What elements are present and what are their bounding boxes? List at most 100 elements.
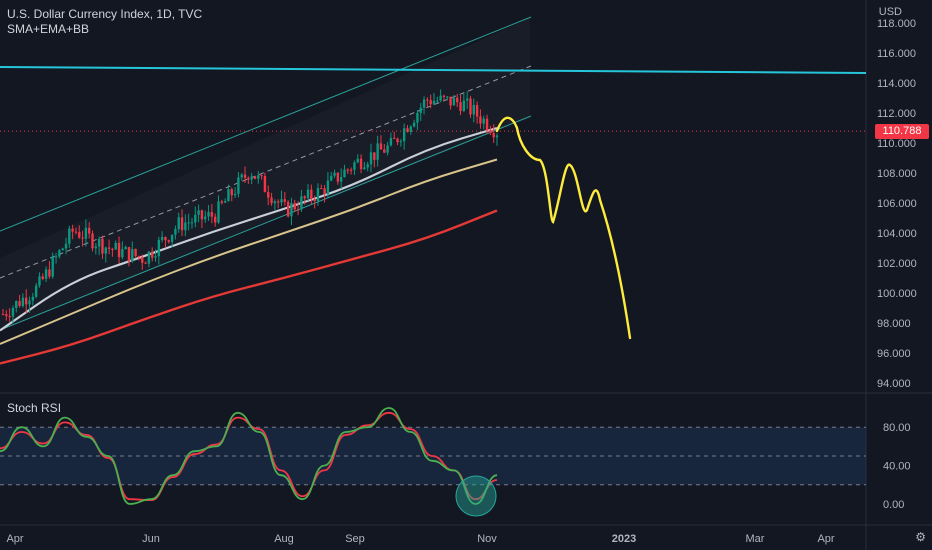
candle-body	[363, 167, 366, 170]
candle-body	[432, 100, 436, 105]
candle-body	[230, 189, 233, 196]
price-tick-label: 102.000	[877, 258, 917, 270]
time-tick-label: Jun	[142, 533, 160, 545]
candle-body	[369, 152, 373, 165]
candle-body	[84, 227, 88, 239]
candle-body	[416, 112, 419, 123]
candle-body	[38, 276, 41, 286]
candle-body	[180, 217, 184, 231]
candle-body	[276, 201, 280, 203]
candle-body	[157, 239, 161, 257]
gear-icon[interactable]: ⚙	[915, 530, 926, 544]
candle-body	[233, 193, 237, 196]
candle-body	[250, 176, 253, 180]
candle-body	[396, 138, 399, 143]
bb-basis-line	[0, 126, 498, 332]
time-tick-label: 2023	[612, 533, 636, 545]
candle-body	[167, 240, 170, 242]
candle-body	[479, 116, 482, 124]
candle-body	[456, 97, 459, 103]
candle-body	[439, 95, 442, 101]
candle-body	[111, 248, 114, 250]
candle-body	[389, 138, 393, 146]
candle-body	[174, 229, 177, 235]
candle-body	[313, 199, 316, 202]
candle-body	[283, 199, 287, 202]
candle-body	[217, 201, 220, 223]
stoch-rsi-label[interactable]: Stoch RSI	[7, 401, 62, 415]
price-tick-label: 114.000	[877, 78, 916, 90]
candle-body	[190, 222, 194, 224]
time-tick-label: Apr	[6, 533, 23, 545]
candle-body	[44, 269, 48, 279]
time-tick-label: Aug	[274, 533, 294, 545]
candle-body	[194, 214, 197, 223]
candle-body	[141, 257, 144, 263]
candle-body	[469, 98, 472, 115]
candle-body	[270, 197, 273, 204]
candle-body	[293, 203, 296, 210]
candle-body	[15, 301, 18, 308]
candle-body	[210, 212, 214, 217]
candle-body	[64, 243, 68, 249]
candle-body	[257, 175, 260, 179]
candle-body	[462, 100, 466, 112]
candle-body	[343, 169, 346, 178]
candle-body	[247, 177, 250, 180]
candle-body	[184, 222, 187, 231]
candle-body	[376, 143, 379, 160]
candle-body	[263, 176, 267, 193]
candle-body	[359, 158, 363, 170]
candle-body	[260, 175, 263, 177]
candle-body	[81, 237, 84, 239]
candle-body	[240, 174, 243, 178]
price-tick-label: 108.000	[877, 168, 917, 180]
price-tick-label: 104.000	[877, 228, 917, 240]
candle-body	[379, 143, 383, 150]
candle-body	[147, 251, 151, 264]
candle-body	[18, 301, 21, 307]
candle-body	[465, 98, 469, 101]
ema-line	[0, 209, 498, 365]
candle-body	[303, 196, 306, 199]
indicator-legend[interactable]: SMA+EMA+BB	[7, 22, 90, 36]
candle-body	[339, 177, 343, 182]
candle-body	[286, 201, 290, 217]
candle-body	[316, 188, 320, 202]
candle-body	[253, 176, 257, 179]
candle-body	[121, 249, 124, 258]
candle-body	[273, 201, 277, 204]
candle-body	[127, 247, 131, 262]
candles-group	[1, 89, 499, 324]
price-tick-label: 100.000	[877, 288, 917, 300]
candle-body	[429, 100, 432, 105]
channel-lower-line	[0, 115, 532, 331]
candle-body	[28, 300, 31, 305]
price-tick-label: 96.000	[877, 348, 911, 360]
channel-upper-line	[0, 16, 532, 232]
candle-body	[300, 196, 303, 210]
candle-body	[114, 242, 117, 250]
candle-body	[267, 192, 270, 198]
candle-body	[107, 247, 111, 249]
candle-body	[386, 145, 389, 153]
candle-body	[8, 316, 11, 318]
time-tick-label: Mar	[746, 533, 765, 545]
candle-body	[446, 96, 449, 98]
candle-body	[323, 188, 326, 195]
candle-body	[237, 177, 240, 194]
candle-body	[489, 130, 492, 134]
candle-body	[482, 118, 485, 124]
candle-body	[475, 104, 479, 117]
candle-body	[164, 236, 167, 241]
price-tick-label: 98.000	[877, 318, 911, 330]
resistance-line	[0, 66, 867, 74]
projection-drawing	[495, 116, 632, 340]
currency-label: USD	[878, 6, 902, 18]
candle-body	[41, 276, 44, 279]
oversold-highlight-circle	[455, 475, 497, 517]
candle-body	[104, 247, 107, 254]
candle-body	[101, 238, 104, 254]
candle-body	[61, 248, 64, 251]
